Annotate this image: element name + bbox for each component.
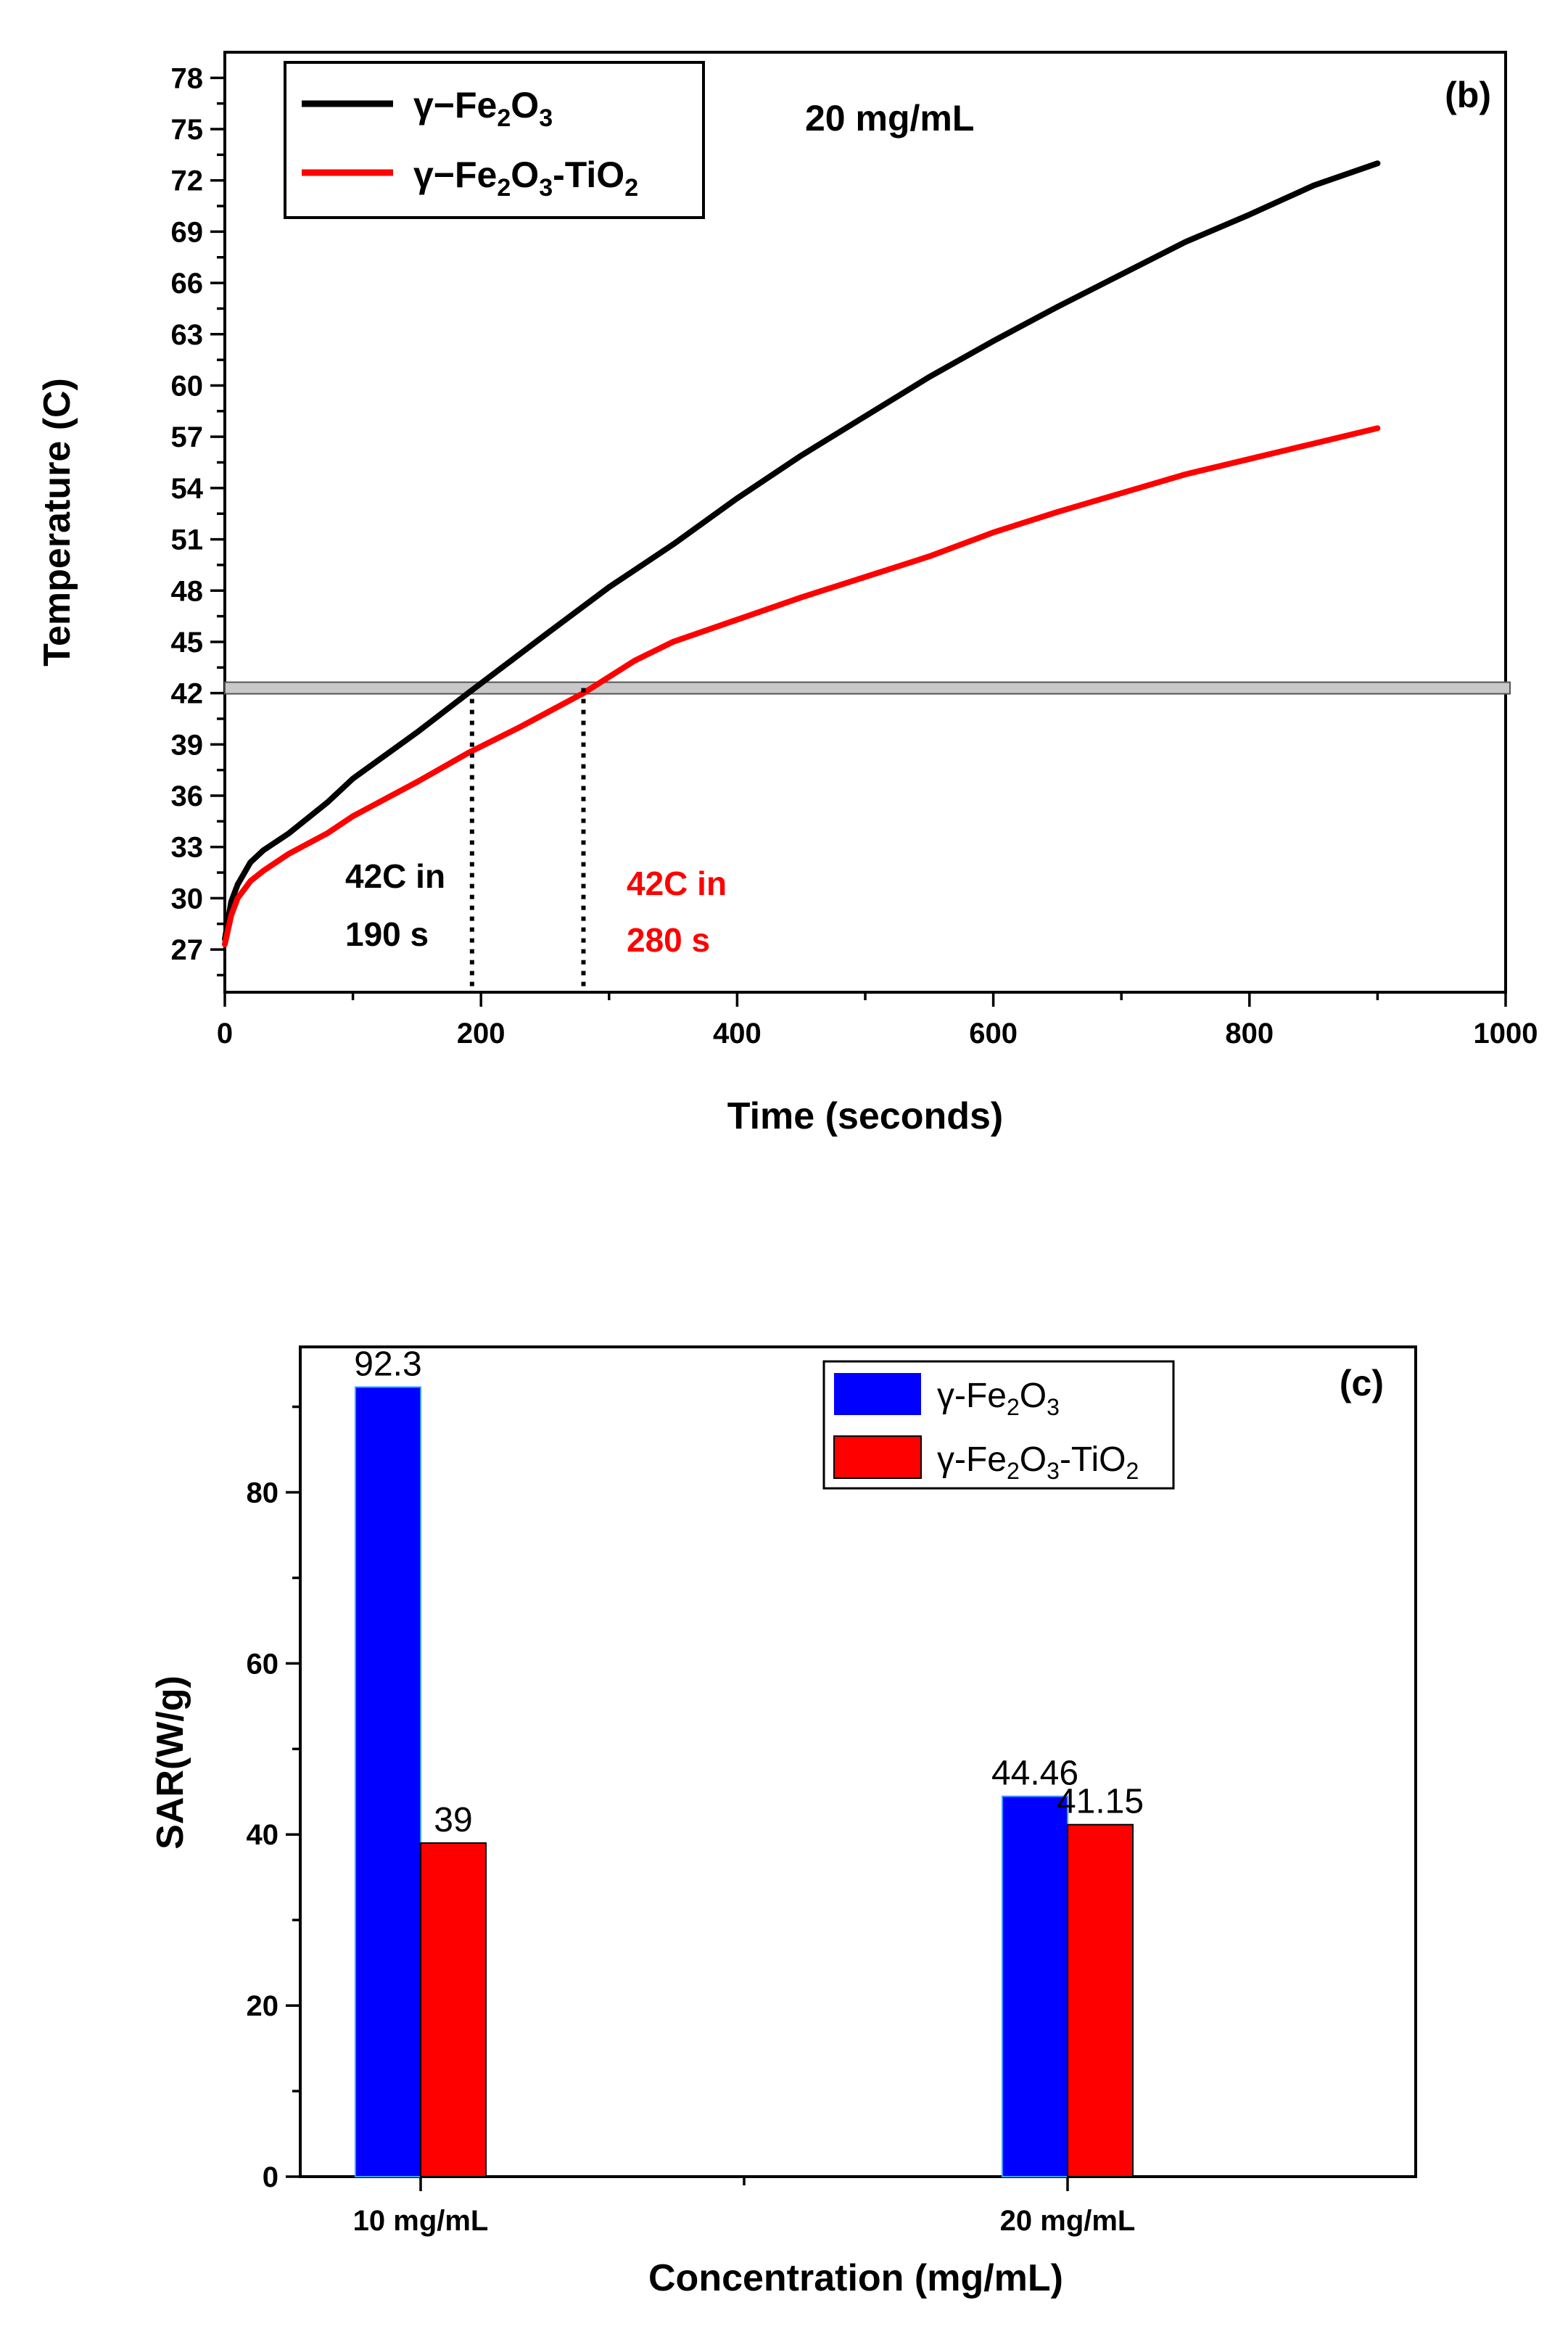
y-tick-label-b: 72 — [171, 165, 204, 197]
bar-value-label: 41.15 — [1057, 1783, 1144, 1821]
y-tick-label-b: 63 — [171, 319, 204, 351]
y-tick-label-b: 45 — [171, 627, 204, 659]
plot-frame-c — [299, 1345, 1417, 2178]
threshold-band — [224, 681, 1511, 695]
x-tick-label-b: 200 — [457, 1018, 506, 1050]
y-tick-label-b: 30 — [171, 883, 204, 915]
bar — [1067, 1823, 1134, 2178]
series-line-fe2o3 — [222, 160, 1381, 942]
y-tick-label-b: 33 — [171, 832, 204, 864]
legend-label-c-fe2o3: γ-Fe2O3 — [937, 1377, 1060, 1420]
legend-c: γ-Fe2O3 γ-Fe2O3-TiO2 — [822, 1360, 1175, 1490]
sar-bar-chart: 0 20 40 60 80 10 mg/mL 20 mg/mL 92.3 44.46 39 41.… — [149, 1345, 1417, 2299]
legend-label-fe2o3: γ−Fe2O3 — [413, 85, 553, 132]
panel-label-c: (c) — [1340, 1363, 1384, 1403]
temperature-line-chart: 0 200 400 600 800 1000 27 30 33 36 39 42 45 48 51 54 57 6… — [36, 51, 1538, 1137]
y-tick-label-b: 60 — [171, 370, 204, 402]
y-axis-title-c: SAR(W/g) — [149, 1675, 191, 1850]
time-markers — [469, 688, 586, 992]
y-tick-label-b: 48 — [171, 575, 204, 607]
y-tick-label-b: 66 — [171, 268, 204, 300]
legend-b: γ−Fe2O3 γ−Fe2O3-TiO2 — [284, 61, 705, 219]
y-tick-label-c: 20 — [247, 1990, 279, 2022]
y-tick-label-b: 39 — [171, 729, 204, 761]
x-tick-label-b: 400 — [713, 1018, 762, 1050]
legend-label-fe2o3-tio2: γ−Fe2O3-TiO2 — [413, 154, 638, 202]
y-tick-label-c: 0 — [263, 2161, 278, 2193]
bar-value-label: 39 — [434, 1801, 472, 1839]
x-tick-label-c: 20 mg/mL — [1000, 2205, 1136, 2237]
x-tick-label-b: 1000 — [1474, 1018, 1538, 1050]
annotation-black-line2: 190 s — [345, 915, 429, 953]
threshold-band-rect — [224, 681, 1511, 695]
series-lines-b — [222, 160, 1381, 947]
x-tick-label-b: 800 — [1225, 1018, 1274, 1050]
legend-label-c-fe2o3-tio2: γ-Fe2O3-TiO2 — [937, 1440, 1139, 1484]
bar-value-label: 92.3 — [354, 1345, 421, 1383]
annotation-red-line2: 280 s — [627, 921, 710, 959]
bars-c: 92.3 44.46 39 41.15 — [354, 1345, 1144, 2178]
y-tick-label-b: 36 — [171, 780, 204, 812]
axis-ticks-b: 0 200 400 600 800 1000 27 30 33 36 39 42 45 48 51 54 57 6… — [171, 62, 1538, 1050]
x-tick-label-b: 0 — [217, 1018, 233, 1050]
panel-label-b: (b) — [1445, 75, 1491, 115]
legend-swatch-c-fe2o3-tio2 — [833, 1435, 922, 1479]
legend-box-b — [284, 61, 705, 219]
y-tick-label-b: 57 — [171, 421, 204, 453]
bar — [1002, 1795, 1068, 2177]
y-tick-label-b: 78 — [171, 62, 204, 94]
axis-ticks-c: 0 20 40 60 80 10 mg/mL 20 mg/mL — [247, 1405, 1136, 2237]
y-axis-title-b: Temperature (C) — [36, 378, 78, 667]
bar — [355, 1386, 421, 2177]
bar-value-label: 44.46 — [991, 1755, 1078, 1793]
x-tick-label-b: 600 — [969, 1018, 1018, 1050]
series-line-fe2o3-tio2 — [222, 425, 1381, 947]
x-tick-label-c: 10 mg/mL — [353, 2205, 489, 2237]
y-tick-label-c: 40 — [247, 1819, 279, 1851]
y-tick-label-b: 42 — [171, 678, 204, 710]
bar — [420, 1842, 487, 2178]
x-axis-title-b: Time (seconds) — [727, 1095, 1003, 1137]
y-tick-label-b: 54 — [171, 473, 204, 505]
x-axis-title-c: Concentration (mg/mL) — [648, 2257, 1063, 2299]
y-tick-label-c: 60 — [247, 1648, 279, 1680]
y-tick-label-b: 69 — [171, 216, 204, 248]
legend-swatch-c-fe2o3 — [834, 1373, 921, 1415]
y-tick-label-c: 80 — [247, 1477, 279, 1509]
y-tick-label-b: 51 — [171, 524, 204, 556]
y-tick-label-b: 75 — [171, 114, 204, 146]
concentration-note: 20 mg/mL — [805, 98, 974, 139]
annotation-red-line1: 42C in — [627, 865, 727, 902]
annotation-black-line1: 42C in — [345, 857, 445, 895]
y-tick-label-b: 27 — [171, 934, 204, 966]
